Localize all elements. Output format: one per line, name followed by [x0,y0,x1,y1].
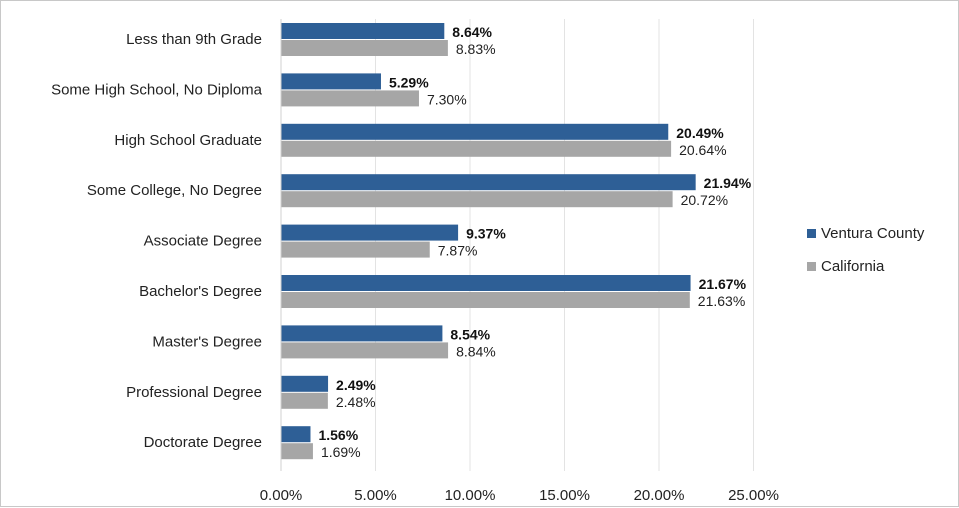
x-tick-label: 0.00% [260,487,303,504]
bar-ventura [281,23,445,39]
x-tick-label: 25.00% [728,487,779,504]
legend-swatch [807,262,816,271]
data-label-ventura: 9.37% [466,226,506,242]
bar-ventura [281,325,443,342]
bar-california [281,443,313,460]
data-label-ventura: 21.94% [704,175,752,191]
legend-swatch [807,229,816,238]
bar-california [281,392,328,409]
data-label-california: 7.30% [427,91,467,107]
legend-label: Ventura County [821,225,925,242]
category-label: Less than 9th Grade [126,31,262,48]
bar-ventura [281,123,669,140]
category-label: Some High School, No Diploma [51,81,263,98]
data-label-california: 20.72% [681,192,728,208]
bar-california [281,241,430,258]
bar-california [281,342,449,359]
bar-california [281,140,672,157]
data-label-california: 20.64% [679,142,726,158]
data-label-ventura: 1.56% [318,427,358,443]
data-label-ventura: 8.64% [452,24,492,40]
data-label-ventura: 20.49% [676,125,724,141]
bar-ventura [281,426,311,443]
bar-california [281,191,673,208]
bar-ventura [281,275,691,291]
category-label: High School Graduate [114,132,262,149]
bar-california [281,90,419,107]
data-label-california: 21.63% [698,293,745,309]
data-label-california: 8.84% [456,343,496,359]
bar-ventura [281,224,459,241]
bar-california [281,292,690,308]
x-tick-label: 10.00% [445,487,496,504]
data-label-ventura: 5.29% [389,74,429,90]
category-label: Doctorate Degree [144,434,262,451]
data-label-california: 2.48% [336,394,376,410]
bar-ventura [281,73,381,90]
data-label-ventura: 2.49% [336,377,376,393]
x-tick-label: 15.00% [539,487,590,504]
category-label: Bachelor's Degree [139,283,262,300]
bar-ventura [281,174,696,191]
x-tick-label: 20.00% [634,487,685,504]
category-label: Professional Degree [126,384,262,401]
data-label-ventura: 8.54% [450,326,490,342]
data-label-ventura: 21.67% [699,276,747,292]
bar-california [281,40,448,56]
category-label: Associate Degree [144,233,262,250]
legend-label: California [821,258,885,275]
category-label: Master's Degree [152,333,262,350]
data-label-california: 1.69% [321,444,361,460]
category-label: Some College, No Degree [87,182,262,199]
x-tick-label: 5.00% [354,487,397,504]
bar-ventura [281,375,329,392]
data-label-california: 8.83% [456,41,496,57]
data-label-california: 7.87% [438,243,478,259]
